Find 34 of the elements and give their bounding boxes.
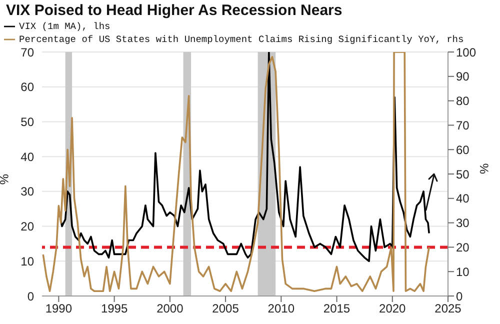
line-series — [58, 52, 430, 262]
y2-tick-label: 100 — [456, 45, 476, 60]
y-tick-label: 20 — [20, 220, 34, 234]
chart-title: VIX Poised to Head Higher As Recession Nears — [6, 2, 342, 19]
y-axis-title: % — [0, 174, 11, 185]
x-tick-label: 1995 — [100, 302, 128, 316]
x-tick-label: 2025 — [434, 302, 462, 316]
x-tick-label: 2005 — [212, 302, 240, 316]
y2-tick-label: 30 — [456, 216, 470, 230]
y-tick-label: 40 — [20, 150, 34, 164]
y2-axis-title: % — [476, 163, 491, 174]
y2-tick-label: 10 — [456, 264, 470, 279]
y2-tick-label: 70 — [456, 118, 470, 132]
y2-tick-label: 60 — [456, 142, 470, 157]
y-tick-label: 60 — [20, 80, 34, 94]
legend-label: Percentage of US States with Unemployment Claims Rising Significantly YoY, rhs — [19, 34, 464, 45]
y2-tick-label: 0 — [456, 289, 463, 304]
x-tick-label: 2000 — [156, 302, 184, 316]
y2-tick-label: 50 — [456, 167, 470, 182]
legend-label: VIX (1m MA), lhs — [19, 21, 110, 32]
y-tick-label: 0 — [27, 289, 34, 304]
x-tick-label: 1990 — [45, 302, 72, 316]
y2-tick-label: 80 — [456, 94, 470, 108]
x-tick-label: 2020 — [379, 302, 406, 316]
line-series — [42, 52, 430, 292]
x-tick-label: 2015 — [323, 302, 350, 316]
y-tick-label: 30 — [20, 184, 34, 199]
y-tick-label: 10 — [20, 254, 34, 268]
y-tick-label: 70 — [20, 45, 34, 60]
y-tick-label: 50 — [20, 114, 34, 129]
y2-tick-label: 90 — [456, 70, 470, 84]
y2-tick-label: 40 — [456, 192, 470, 206]
y2-tick-label: 20 — [456, 240, 470, 254]
x-tick-label: 2010 — [268, 302, 295, 316]
